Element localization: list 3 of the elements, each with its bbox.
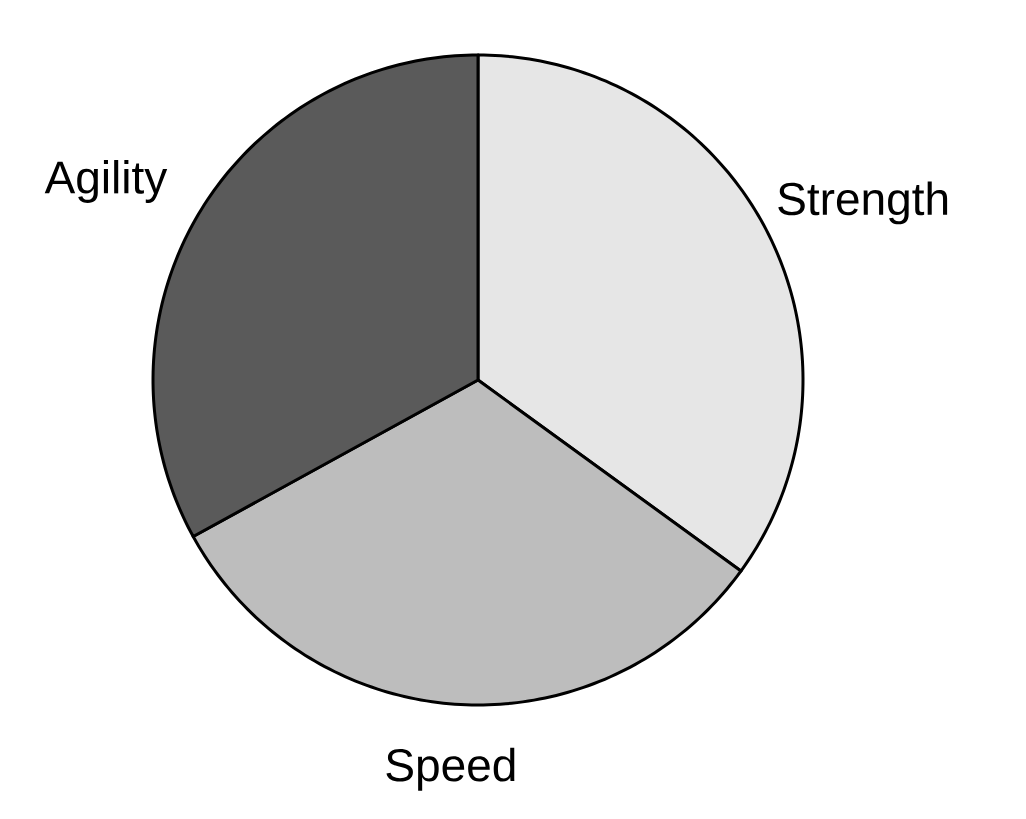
slice-label: Agility [44,160,168,203]
slice-label: Strength [778,181,948,225]
slice-label: Speed [386,747,515,791]
